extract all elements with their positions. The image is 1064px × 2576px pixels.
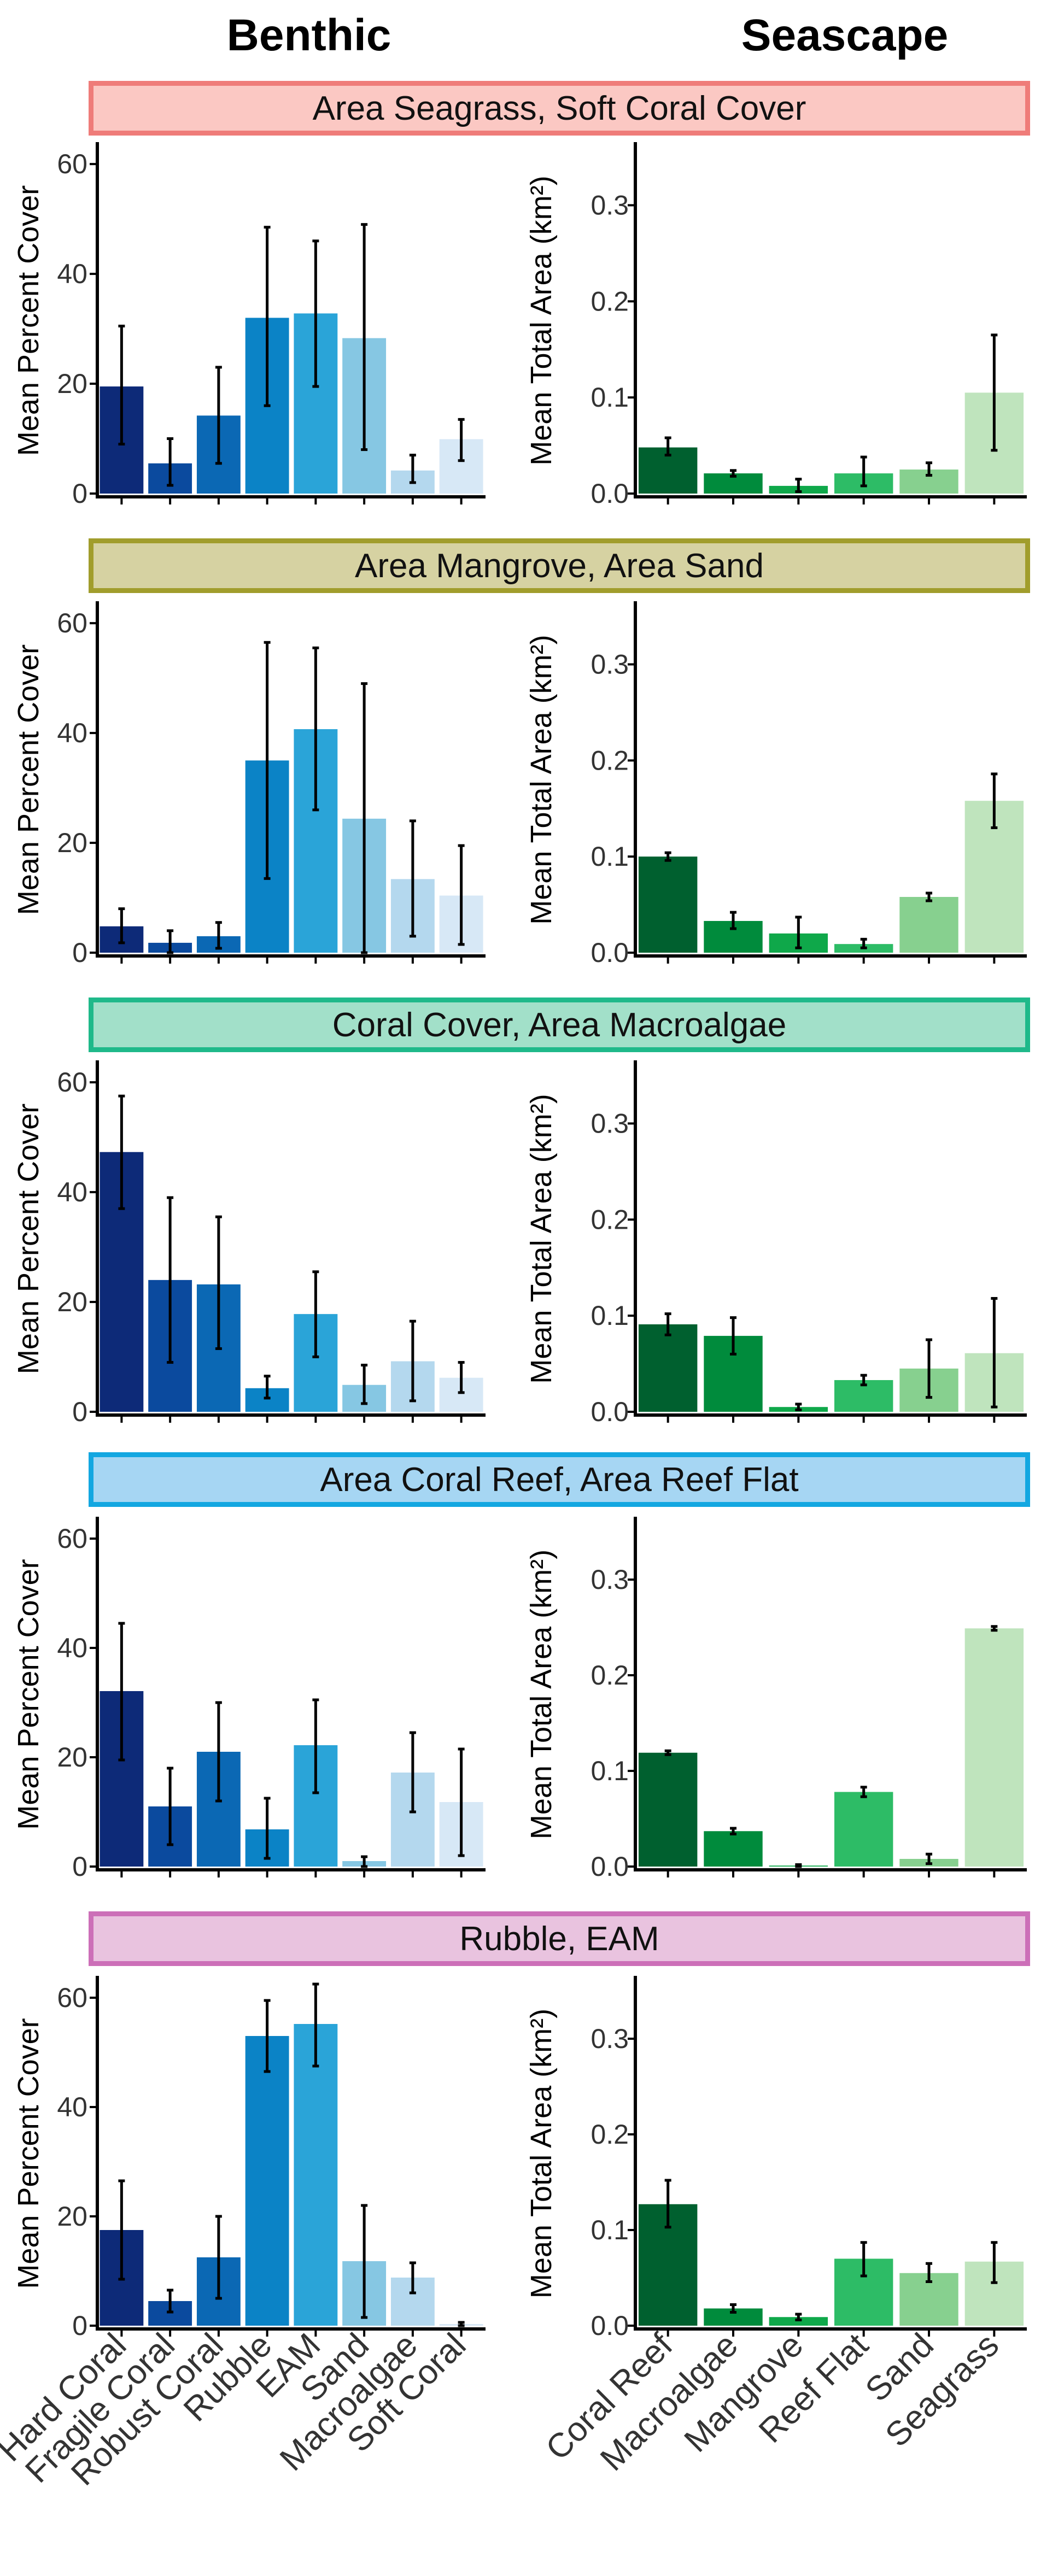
- y-tick-label: 40: [57, 2092, 87, 2122]
- y-tick-label: 0: [72, 937, 87, 968]
- y-tick-label: 0.3: [591, 1564, 629, 1595]
- y-tick-label: 0.1: [591, 841, 629, 872]
- y-axis-label: Mean Percent Cover: [12, 1559, 45, 1829]
- bar: [769, 2317, 828, 2326]
- bar: [704, 1831, 763, 1867]
- y-tick-label: 0.1: [591, 382, 629, 413]
- y-tick-label: 40: [57, 1633, 87, 1663]
- y-axis-label: Mean Percent Cover: [12, 1104, 45, 1374]
- group-title-banner: Area Mangrove, Area Sand: [89, 538, 1030, 593]
- y-tick-label: 0.1: [591, 2215, 629, 2245]
- y-tick-label: 0.0: [591, 1396, 629, 1427]
- y-tick-label: 60: [57, 1982, 87, 2013]
- y-axis-label: Mean Percent Cover: [12, 2018, 45, 2289]
- group-title-banner: Area Coral Reef, Area Reef Flat: [89, 1452, 1030, 1507]
- y-tick-label: 20: [57, 2201, 87, 2232]
- y-tick-label: 0.2: [591, 2119, 629, 2150]
- y-tick-label: 0.3: [591, 2023, 629, 2054]
- y-tick-label: 0.1: [591, 1756, 629, 1786]
- y-axis-label: Mean Percent Cover: [12, 185, 45, 456]
- y-axis-label: Mean Percent Cover: [12, 644, 45, 915]
- y-axis-label: Mean Total Area (km²): [525, 1550, 558, 1839]
- bar: [245, 2036, 289, 2326]
- y-axis-label: Mean Total Area (km²): [525, 635, 558, 924]
- y-tick-label: 0: [72, 2310, 87, 2341]
- y-tick-label: 40: [57, 1177, 87, 1207]
- bar: [899, 897, 958, 953]
- y-tick-label: 40: [57, 718, 87, 748]
- y-axis-label: Mean Total Area (km²): [525, 2009, 558, 2298]
- y-tick-label: 0.0: [591, 1851, 629, 1882]
- benthic-column-header: Benthic: [226, 10, 391, 60]
- y-tick-label: 0: [72, 478, 87, 509]
- y-tick-label: 20: [57, 828, 87, 858]
- y-tick-label: 0.1: [591, 1300, 629, 1331]
- y-tick-label: 60: [57, 149, 87, 179]
- bar: [638, 1752, 698, 1867]
- y-tick-label: 0.3: [591, 190, 629, 221]
- y-tick-label: 0: [72, 1851, 87, 1882]
- y-tick-label: 0: [72, 1396, 87, 1427]
- y-axis-label: Mean Total Area (km²): [525, 1094, 558, 1383]
- bar: [638, 856, 698, 953]
- y-tick-label: 20: [57, 368, 87, 399]
- y-tick-label: 0.2: [591, 286, 629, 316]
- y-tick-label: 0.0: [591, 937, 629, 968]
- y-tick-label: 60: [57, 608, 87, 638]
- bar: [638, 1324, 698, 1412]
- y-tick-label: 0.2: [591, 745, 629, 776]
- y-tick-label: 0.2: [591, 1660, 629, 1691]
- y-tick-label: 20: [57, 1742, 87, 1773]
- y-tick-label: 0.3: [591, 649, 629, 680]
- bar: [964, 1628, 1024, 1867]
- bar: [294, 2024, 338, 2326]
- y-tick-label: 0.0: [591, 478, 629, 509]
- y-tick-label: 60: [57, 1067, 87, 1098]
- y-tick-label: 0.3: [591, 1108, 629, 1139]
- y-tick-label: 0.2: [591, 1204, 629, 1235]
- y-axis-label: Mean Total Area (km²): [525, 175, 558, 465]
- y-tick-label: 40: [57, 259, 87, 289]
- y-tick-label: 0.0: [591, 2310, 629, 2341]
- bar: [834, 1792, 893, 1867]
- seascape-column-header: Seascape: [741, 10, 949, 60]
- group-title-banner: Rubble, EAM: [89, 1911, 1030, 1966]
- y-tick-label: 20: [57, 1287, 87, 1317]
- group-title-banner: Coral Cover, Area Macroalgae: [89, 997, 1030, 1052]
- y-tick-label: 60: [57, 1523, 87, 1554]
- group-title-banner: Area Seagrass, Soft Coral Cover: [89, 81, 1030, 136]
